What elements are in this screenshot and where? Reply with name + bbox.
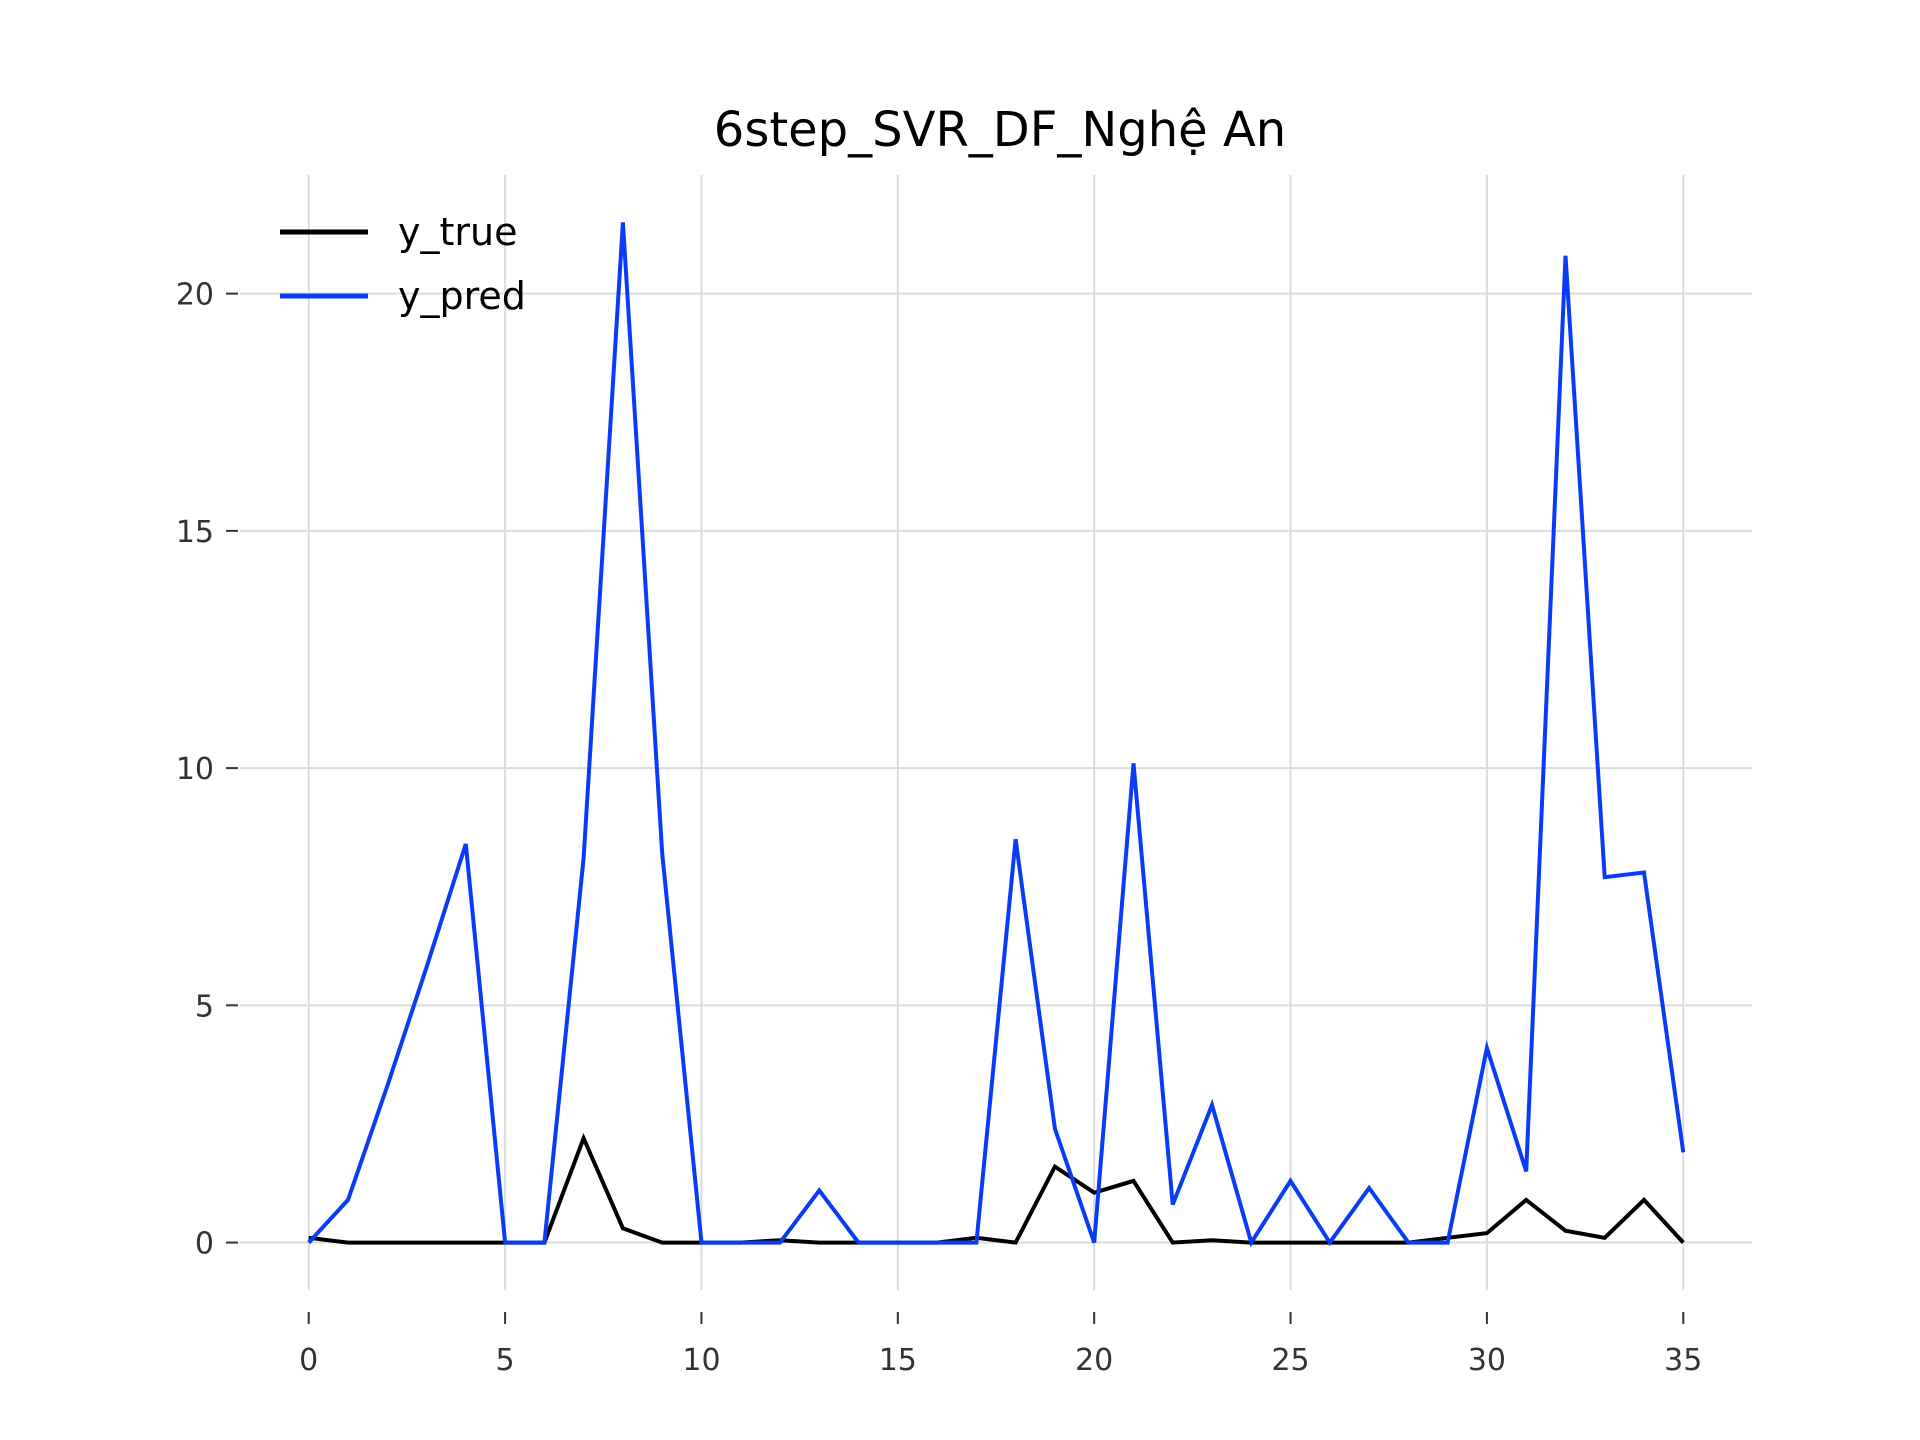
grid-lines [240,175,1752,1290]
y-tick-label: 15 [176,515,214,550]
y-tick-label: 10 [176,752,214,787]
x-tick-label: 15 [879,1343,917,1378]
x-tick-label: 20 [1075,1343,1113,1378]
legend-label-y_true: y_true [398,210,517,254]
x-tick-label: 0 [299,1343,318,1378]
chart-title: 6step_SVR_DF_Nghệ An [714,102,1286,158]
x-tick-label: 25 [1271,1343,1309,1378]
x-tick-label: 10 [682,1343,720,1378]
x-tick-label: 5 [496,1343,515,1378]
x-tick-label: 35 [1664,1343,1702,1378]
series-line-y_true [308,1132,1685,1245]
x-tick-label: 30 [1468,1343,1506,1378]
axis-ticks: 0 5 10 15 20 25 30 35 0 5 10 15 20 [176,278,1703,1378]
y-tick-label: 20 [176,278,214,313]
series-line-y_pred [307,222,1686,1248]
y-tick-label: 5 [195,989,214,1024]
legend: y_true y_pred [280,210,526,318]
series-lines [307,222,1686,1248]
y-tick-label: 0 [195,1227,214,1262]
legend-label-y_pred: y_pred [398,274,526,318]
